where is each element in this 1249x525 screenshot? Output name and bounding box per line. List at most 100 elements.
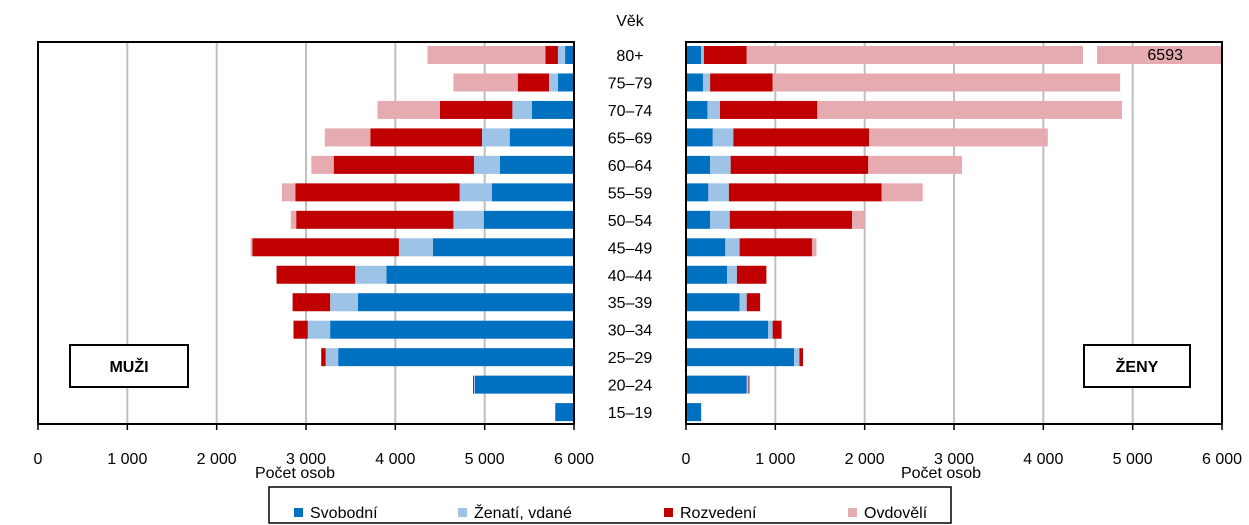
x-axis-title-right: Počet osob [901,465,981,482]
bar-muzi-75-79-ovdoveli [453,73,518,92]
annotation-80plus-women: 6593 [1147,47,1183,64]
bar-muzi-20-24-svobodni [474,375,574,394]
tick-label-right: 5 000 [1113,451,1153,468]
panel-label-box-right [1083,344,1191,388]
bar-zeny-50-54-rozvedeni [729,210,853,229]
category-label-65-69: 65–69 [608,130,653,147]
bar-muzi-65-69-zenati-vdane [481,128,510,147]
tick-label-left: 3 000 [286,451,326,468]
bar-muzi-50-54-ovdoveli [290,210,297,229]
bar-zeny-75-79-rozvedeni [710,73,773,92]
bar-muzi-20-24-zenati-vdane [473,375,475,394]
bar-zeny-40-44-svobodni [686,265,728,284]
bar-zeny-30-34-rozvedeni [772,320,782,339]
bar-muzi-25-29-rozvedeni [321,348,326,367]
bar-muzi-65-69-ovdoveli [324,128,371,147]
bar-muzi-75-79-svobodni [557,73,574,92]
bar-muzi-80-zenati-vdane [557,46,566,64]
bar-zeny-20-24-rozvedeni [748,375,750,394]
legend-label-svobodni: Svobodní [310,505,378,522]
bar-muzi-40-44-rozvedeni [276,265,356,284]
bar-zeny-50-54-zenati-vdane [710,210,730,229]
bar-zeny-75-79-zenati-vdane [702,73,711,92]
bar-zeny-80-rozvedeni [703,46,747,64]
bar-zeny-70-74-rozvedeni [719,100,818,119]
bar-zeny-70-74-ovdoveli [817,100,1122,119]
category-label-80: 80+ [616,48,643,65]
tick-label-right: 2 000 [845,451,885,468]
bar-zeny-60-64-ovdoveli [868,155,963,174]
legend-swatch-zenati-vdane [458,508,467,517]
bar-zeny-60-64-svobodni [686,155,711,174]
bar-zeny-65-69-svobodni [686,128,713,147]
bar-muzi-55-59-rozvedeni [295,183,460,202]
bar-muzi-40-44-zenati-vdane [355,265,387,284]
category-label-70-74: 70–74 [608,103,653,120]
bar-zeny-55-59-zenati-vdane [708,183,729,202]
bar-zeny-25-29-zenati-vdane [794,348,800,367]
bar-muzi-35-39-rozvedeni [292,293,331,312]
bar-zeny-70-74-zenati-vdane [707,100,720,119]
legend-swatch-ovdoveli [848,508,857,517]
legend-box [268,486,952,524]
bar-zeny-60-64-rozvedeni [730,155,869,174]
bar-muzi-60-64-svobodni [499,155,574,174]
bar-zeny-75-79-svobodni [686,73,703,92]
bar-muzi-70-74-ovdoveli [377,100,440,119]
bar-zeny-25-29-rozvedeni [799,348,804,367]
category-label-55-59: 55–59 [608,185,653,202]
plot-frames [37,41,1223,430]
tick-label-right: 4 000 [1023,451,1063,468]
bar-zeny-30-34-svobodni [686,320,769,339]
bar-zeny-30-34-zenati-vdane [768,320,773,339]
bar-muzi-80-svobodni [565,46,574,64]
bar-zeny-75-79-ovdoveli [772,73,1121,92]
category-label-75-79: 75–79 [608,75,653,92]
bar-muzi-70-74-svobodni [532,100,574,119]
category-label-30-34: 30–34 [608,323,653,340]
bar-muzi-50-54-svobodni [483,210,574,229]
tick-label-left: 4 000 [375,451,415,468]
bar-zeny-70-74-svobodni [686,100,708,119]
bar-zeny-55-59-rozvedeni [728,183,882,202]
tick-label-right: 0 [682,451,691,468]
bar-muzi-20-24-rozvedeni [473,375,474,394]
tick-label-left: 2 000 [197,451,237,468]
bar-zeny-20-24-svobodni [686,375,747,394]
bar-zeny-65-69-ovdoveli [869,128,1048,147]
bar-zeny-60-64-zenati-vdane [710,155,731,174]
bar-zeny-45-49-svobodni [686,238,726,257]
bar-muzi-45-49-zenati-vdane [398,238,433,257]
x-axis-title-left: Počet osob [255,465,335,482]
bar-zeny-20-24-zenati-vdane [746,375,749,394]
category-label-15-19: 15–19 [608,405,653,422]
bar-muzi-30-34-rozvedeni [293,320,308,339]
bar-muzi-55-59-svobodni [491,183,574,202]
bar-zeny-45-49-zenati-vdane [725,238,740,257]
bar-muzi-80-ovdoveli [427,46,546,64]
legend-swatch-svobodni [294,508,303,517]
bar-muzi-35-39-svobodni [357,293,574,312]
category-label-50-54: 50–54 [608,213,653,230]
bar-muzi-45-49-ovdoveli [250,238,253,257]
bar-muzi-70-74-zenati-vdane [512,100,533,119]
bar-zeny-35-39-svobodni [686,293,740,312]
bars [250,44,1222,422]
bar-muzi-55-59-ovdoveli [281,183,296,202]
category-label-45-49: 45–49 [608,240,653,257]
tick-label-left: 6 000 [554,451,594,468]
bar-muzi-15-19-svobodni [555,403,574,422]
category-label-60-64: 60–64 [608,158,653,175]
bar-muzi-30-34-svobodni [330,320,574,339]
axis-break-gap [1083,44,1097,66]
bar-zeny-80-zenati-vdane [701,46,704,64]
bar-zeny-55-59-svobodni [686,183,709,202]
age-axis-title: Věk [616,13,645,30]
bar-muzi-75-79-rozvedeni [517,73,549,92]
category-label-25-29: 25–29 [608,350,653,367]
bar-muzi-50-54-zenati-vdane [453,210,484,229]
bar-muzi-50-54-rozvedeni [296,210,454,229]
bar-muzi-75-79-zenati-vdane [548,73,558,92]
bar-muzi-60-64-zenati-vdane [473,155,500,174]
